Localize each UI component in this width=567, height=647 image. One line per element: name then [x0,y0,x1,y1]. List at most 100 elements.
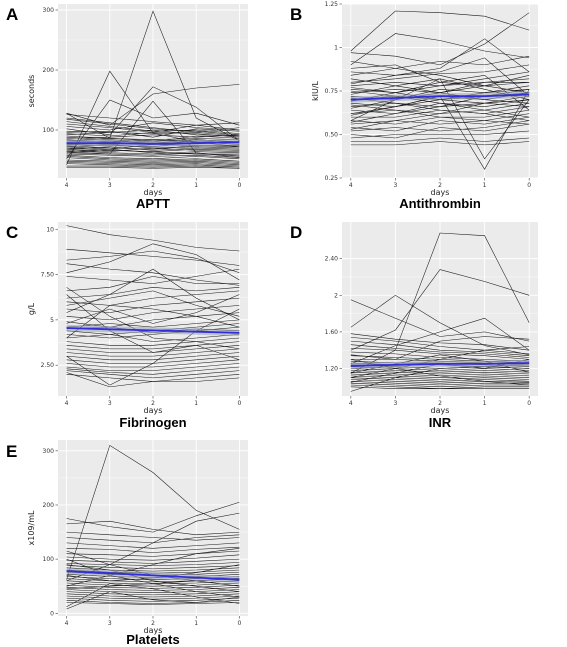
trend-line [66,327,240,334]
patient-line-21 [66,359,240,368]
panel-letter: E [6,442,17,461]
panel-title: INR [429,415,452,430]
patient-line-10 [66,312,240,328]
x-tick-label: 4 [65,620,69,627]
patient-line-33 [66,305,240,339]
patient-line-10 [66,558,240,564]
patient-line-36 [350,90,530,118]
patient-line-28 [350,38,530,85]
patient-line-31 [66,294,240,324]
patient-line-39 [66,147,240,152]
patient-line-1 [66,225,240,252]
patient-line-35 [350,99,530,130]
patient-line-35 [66,263,240,286]
patient-line-25 [350,57,530,97]
patient-line-18 [66,348,240,357]
patient-line-19 [66,352,240,361]
patient-line-7 [66,290,240,306]
patient-line-40 [66,150,240,155]
patient-line-19 [350,373,530,378]
panel-e: 0 100 200 300 4 3 2 1 0 days x109/mL E Platelets [6,440,248,647]
patient-line-16 [350,113,530,125]
patient-line-19 [66,153,240,158]
patient-line-28 [66,600,240,604]
x-tick-label: 3 [393,400,397,407]
patient-line-30 [66,163,240,168]
y-tick-label: 0.50 [325,132,339,139]
patient-line-30 [66,591,240,610]
patient-line-3 [66,520,240,536]
y-tick-label: 200 [43,67,55,74]
patient-line-8 [66,550,240,557]
patient-line-26 [66,374,240,382]
patient-line-16 [350,368,530,373]
patient-line-38 [350,104,530,125]
patient-line-23 [66,589,240,593]
patient-line-29 [350,336,530,360]
panel-letter: B [290,5,302,24]
x-axis-label: days [144,406,163,415]
patient-line-21 [350,377,530,382]
y-axis-label: g/L [27,302,36,315]
trend-line [66,141,240,145]
patient-line-40 [350,33,530,66]
patient-line-30 [350,346,530,378]
patient-line-44 [66,114,240,131]
x-tick-label: 0 [238,400,242,407]
x-tick-label: 1 [194,182,198,189]
panel-letter: C [6,223,18,242]
patient-line-7 [66,128,240,138]
patient-line-28 [66,160,240,166]
x-tick-label: 2 [438,400,442,407]
patient-line-32 [350,82,530,109]
patient-line-3 [350,55,530,76]
y-tick-label: 7.50 [41,272,55,279]
patient-line-15 [66,337,240,346]
y-tick-label: 1.60 [325,329,339,336]
patient-line-43 [66,118,240,136]
patient-line-4 [350,64,530,83]
patient-line-22 [66,363,240,371]
y-tick-label: 2.40 [325,256,339,263]
x-axis-label: days [431,406,450,415]
x-tick-label: 0 [238,182,242,189]
y-tick-label: 10 [46,226,54,233]
x-tick-label: 1 [483,400,487,407]
panel-d: 1.20 1.60 2 2.40 4 3 2 1 0 days D INR [290,222,538,430]
patient-line-11 [66,562,240,566]
patient-line-29 [66,602,240,605]
patient-line-35 [66,127,240,134]
panel-title: APTT [136,196,170,211]
x-tick-label: 1 [194,620,198,627]
patient-line-1 [350,10,530,52]
x-tick-label: 3 [108,620,112,627]
patient-line-13 [66,567,240,572]
patient-line-32 [66,308,240,386]
x-axis-label: days [144,188,163,197]
patient-line-26 [350,386,530,389]
y-tick-label: 1.20 [325,366,339,373]
patient-line-22 [66,587,240,591]
x-tick-label: 3 [393,182,397,189]
x-tick-label: 0 [238,620,242,627]
trend-line [350,93,530,101]
patient-line-9 [66,554,240,561]
patient-line-8 [66,297,240,313]
patient-line-28 [350,317,530,365]
patient-line-2 [66,10,240,142]
patient-line-5 [66,86,240,142]
x-tick-label: 3 [108,182,112,189]
y-tick-label: 300 [43,7,55,14]
patient-line-15 [66,146,240,151]
patient-line-7 [66,546,240,553]
y-tick-label: 2 [334,292,338,299]
patient-line-24 [66,370,240,379]
y-tick-label: 0 [50,610,54,617]
panel-a: 100 200 300 4 3 2 1 0 days seconds A APTT [6,4,248,211]
y-axis-label: x109/mL [27,510,36,545]
patient-line-33 [66,564,240,592]
y-axis-label: seconds [27,75,36,108]
patient-line-33 [66,122,240,133]
patient-line-25 [66,156,240,162]
